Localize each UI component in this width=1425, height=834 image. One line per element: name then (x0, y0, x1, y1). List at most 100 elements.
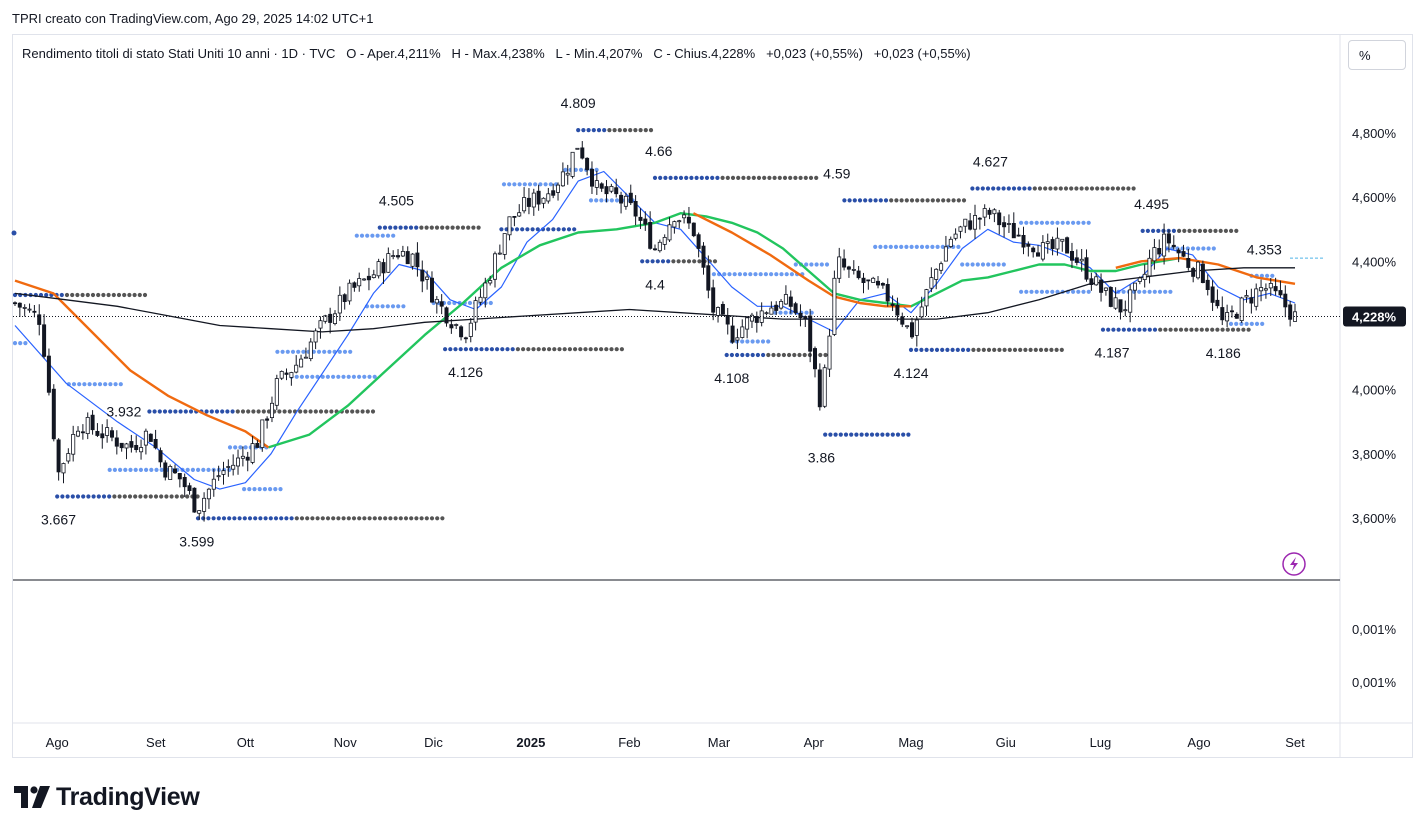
level-dot (1063, 186, 1069, 191)
candle-down (90, 410, 95, 435)
level-dot (956, 198, 961, 203)
level-line (640, 259, 718, 264)
level-dot (336, 516, 341, 521)
candle-body (1108, 286, 1113, 307)
candle-down (638, 208, 643, 230)
candle-body (313, 330, 318, 343)
level-dot (209, 409, 214, 414)
level-dot (453, 347, 458, 352)
candle-down (420, 260, 425, 293)
level-dot (372, 374, 377, 379)
level-dot (935, 244, 940, 249)
candle-down (876, 276, 881, 289)
level-dot (904, 244, 909, 249)
candle-down (793, 301, 798, 315)
candle-body (274, 378, 279, 406)
tradingview-logo[interactable]: TradingView (14, 782, 200, 812)
level-dot (362, 374, 367, 379)
candle-body (512, 215, 517, 218)
level-dot (310, 374, 315, 379)
level-dot (113, 382, 118, 387)
candle-body (614, 187, 619, 195)
candle-body (638, 216, 643, 221)
level-dot (289, 516, 294, 521)
candle-body (71, 433, 76, 455)
level-dot (521, 347, 526, 352)
level-dot (712, 259, 718, 264)
level-dot (956, 244, 961, 249)
candle-body (163, 462, 168, 478)
level-dot (111, 292, 116, 298)
ma-line (268, 212, 1180, 449)
level-dot (567, 347, 573, 352)
level-dot (769, 272, 774, 277)
level-dot (992, 347, 997, 352)
candle-body (720, 303, 725, 315)
level-dot (814, 262, 819, 267)
candle-down (604, 180, 609, 203)
level-dot (262, 487, 267, 492)
level-dot (1079, 186, 1084, 191)
candle-up (1079, 248, 1084, 272)
candle-up (289, 371, 294, 386)
level-dot (737, 272, 743, 277)
level-dot (1037, 186, 1043, 191)
level-dot (1002, 347, 1007, 352)
level-dot (1024, 289, 1029, 294)
level-dot (505, 347, 510, 352)
candle-body (750, 314, 755, 322)
candle-down (910, 317, 915, 339)
level-dot (1028, 347, 1033, 352)
level-dot (391, 233, 396, 238)
level-dot (230, 409, 235, 414)
candle-body (250, 443, 255, 463)
level-dot (206, 467, 211, 472)
level-dot (756, 175, 762, 180)
level-dot (576, 128, 581, 133)
level-dot (955, 347, 960, 352)
level-dot (112, 467, 117, 472)
level-dot (975, 186, 980, 191)
candle-up (1268, 278, 1273, 296)
candle-down (633, 195, 638, 226)
level-dot (543, 182, 548, 187)
candle-down (80, 424, 85, 440)
level-dot (1106, 327, 1111, 332)
level-dot (507, 182, 512, 187)
candle-body (832, 277, 837, 335)
candle-up (677, 219, 682, 229)
level-dot (909, 198, 915, 203)
level-dot (201, 516, 206, 521)
price-scale-unit-button[interactable]: % (1348, 40, 1406, 70)
level-dot (686, 259, 692, 264)
candle-down (37, 304, 42, 336)
level-dot (908, 347, 914, 352)
candle-body (61, 463, 66, 474)
candle-down (774, 301, 779, 316)
candle-up (667, 217, 672, 242)
candle-down (1099, 273, 1104, 302)
level-dot (1145, 228, 1150, 233)
level-dot (117, 494, 122, 499)
candle-down (885, 278, 890, 307)
chart-legend: Rendimento titoli di stato Stati Uniti 1… (22, 46, 971, 61)
level-dot (614, 198, 620, 203)
level-dot (814, 175, 819, 180)
candle-up (139, 439, 144, 460)
level-dot (1039, 289, 1044, 294)
candle-body (813, 348, 818, 370)
level-dot (1086, 220, 1091, 225)
level-dot (256, 409, 261, 414)
candle-up (1147, 249, 1152, 284)
candle-body (231, 464, 236, 470)
level-dot (460, 225, 466, 230)
level-dot (980, 186, 985, 191)
candle-up (1137, 276, 1142, 285)
candle-down (1021, 226, 1026, 255)
candle-body (1065, 237, 1070, 254)
candle-body (526, 197, 531, 207)
level-dot (724, 352, 729, 358)
candle-body (541, 197, 546, 204)
level-dot (220, 409, 225, 414)
